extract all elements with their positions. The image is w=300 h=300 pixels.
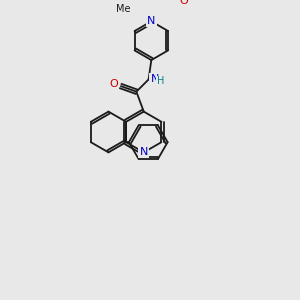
Text: N: N — [150, 74, 159, 85]
Text: H: H — [157, 76, 164, 86]
Text: O: O — [179, 0, 188, 6]
Text: N: N — [140, 147, 148, 158]
Text: Me: Me — [116, 4, 131, 14]
Text: O: O — [110, 79, 118, 89]
Text: N: N — [147, 16, 155, 26]
